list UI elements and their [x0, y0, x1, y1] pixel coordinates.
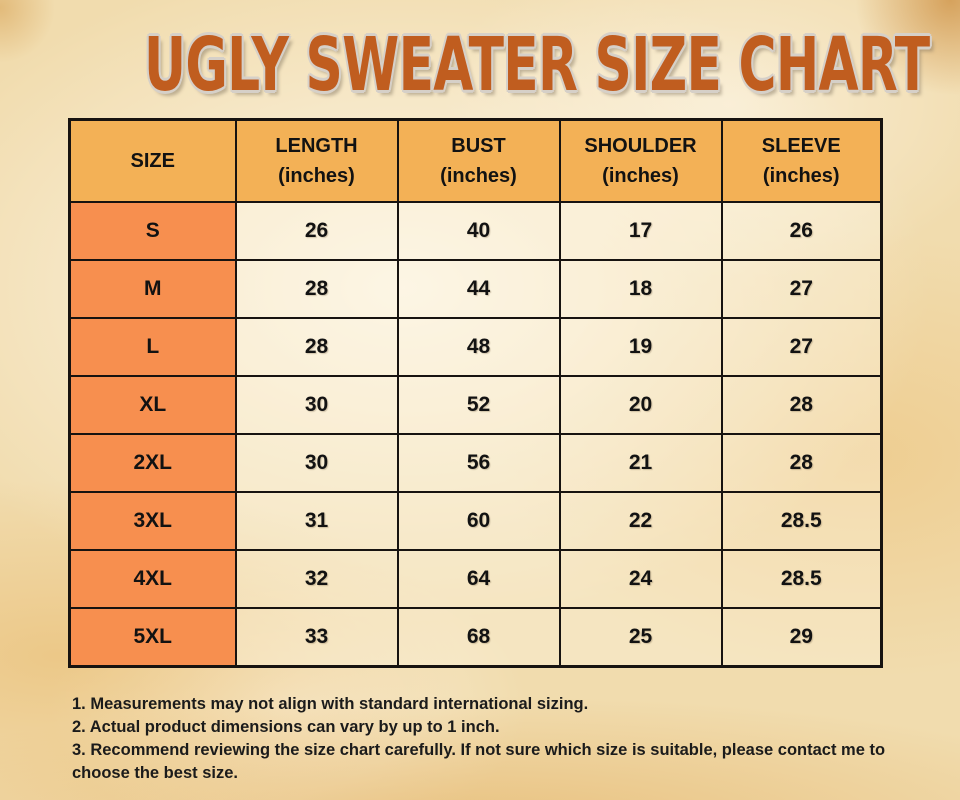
- footnote-1: 1. Measurements may not align with stand…: [72, 695, 589, 713]
- size-label-cell: 4XL: [68, 549, 237, 609]
- column-label: SHOULDER: [584, 135, 697, 157]
- column-label: SIZE: [130, 150, 175, 172]
- size-label-cell: 3XL: [68, 491, 237, 551]
- footnote-3: 3. Recommend reviewing the size chart ca…: [72, 741, 886, 782]
- sleeve-value-cell: 27: [720, 317, 883, 377]
- size-label-cell: M: [68, 259, 237, 319]
- length-value-cell: 32: [234, 549, 399, 609]
- bust-value-cell: 48: [396, 317, 561, 377]
- table-row-m: M 28 44 18 27: [68, 259, 883, 319]
- sleeve-value-cell: 26: [720, 201, 883, 261]
- table-row-3xl: 3XL 31 60 22 28.5: [68, 491, 883, 551]
- size-label-cell: XL: [68, 375, 237, 435]
- sleeve-value-cell: 28.5: [720, 549, 883, 609]
- length-value-cell: 30: [234, 433, 399, 493]
- column-label: SLEEVE: [761, 135, 841, 157]
- bust-value-cell: 60: [396, 491, 561, 551]
- bust-value-cell: 44: [396, 259, 561, 319]
- header-cell-sleeve: SLEEVE (inches): [720, 118, 883, 203]
- header-cell-shoulder: SHOULDER (inches): [558, 118, 723, 203]
- bust-value-cell: 56: [396, 433, 561, 493]
- length-value-cell: 33: [234, 607, 399, 668]
- sleeve-value-cell: 28.5: [720, 491, 883, 551]
- header-row: SIZE LENGTH (inches) BUST (inches) SHOUL…: [68, 118, 883, 203]
- column-unit: (inches): [278, 165, 355, 187]
- length-value-cell: 26: [234, 201, 399, 261]
- size-label-cell: S: [68, 201, 237, 261]
- shoulder-value-cell: 17: [558, 201, 723, 261]
- sleeve-value-cell: 27: [720, 259, 883, 319]
- shoulder-value-cell: 25: [558, 607, 723, 668]
- shoulder-value-cell: 20: [558, 375, 723, 435]
- sleeve-value-cell: 28: [720, 375, 883, 435]
- table-row-4xl: 4XL 32 64 24 28.5: [68, 549, 883, 609]
- shoulder-value-cell: 19: [558, 317, 723, 377]
- bust-value-cell: 52: [396, 375, 561, 435]
- length-value-cell: 28: [234, 317, 399, 377]
- column-unit: (inches): [602, 165, 679, 187]
- table-row-2xl: 2XL 30 56 21 28: [68, 433, 883, 493]
- column-unit: (inches): [440, 165, 517, 187]
- table-row-l: L 28 48 19 27: [68, 317, 883, 377]
- size-chart-table: SIZE LENGTH (inches) BUST (inches) SHOUL…: [68, 118, 883, 668]
- column-label: LENGTH: [275, 135, 358, 157]
- sleeve-value-cell: 28: [720, 433, 883, 493]
- size-label-cell: L: [68, 317, 237, 377]
- header-cell-length: LENGTH (inches): [234, 118, 399, 203]
- bust-value-cell: 64: [396, 549, 561, 609]
- footnotes: 1. Measurements may not align with stand…: [72, 693, 894, 785]
- footnote-2: 2. Actual product dimensions can vary by…: [72, 718, 500, 736]
- shoulder-value-cell: 18: [558, 259, 723, 319]
- table-row-s: S 26 40 17 26: [68, 201, 883, 261]
- sleeve-value-cell: 29: [720, 607, 883, 668]
- column-label: BUST: [451, 135, 506, 157]
- table-row-xl: XL 30 52 20 28: [68, 375, 883, 435]
- length-value-cell: 31: [234, 491, 399, 551]
- length-value-cell: 28: [234, 259, 399, 319]
- column-unit: (inches): [762, 165, 840, 187]
- shoulder-value-cell: 22: [558, 491, 723, 551]
- size-label-cell: 5XL: [68, 607, 237, 668]
- size-label-cell: 2XL: [68, 433, 237, 493]
- shoulder-value-cell: 21: [558, 433, 723, 493]
- page-title: UGLY SWEATER SIZE CHART: [144, 22, 930, 108]
- header-cell-size: SIZE: [68, 118, 237, 203]
- header-cell-bust: BUST (inches): [396, 118, 561, 203]
- shoulder-value-cell: 24: [558, 549, 723, 609]
- bust-value-cell: 40: [396, 201, 561, 261]
- table-row-5xl: 5XL 33 68 25 29: [68, 607, 883, 668]
- bust-value-cell: 68: [396, 607, 561, 668]
- length-value-cell: 30: [234, 375, 399, 435]
